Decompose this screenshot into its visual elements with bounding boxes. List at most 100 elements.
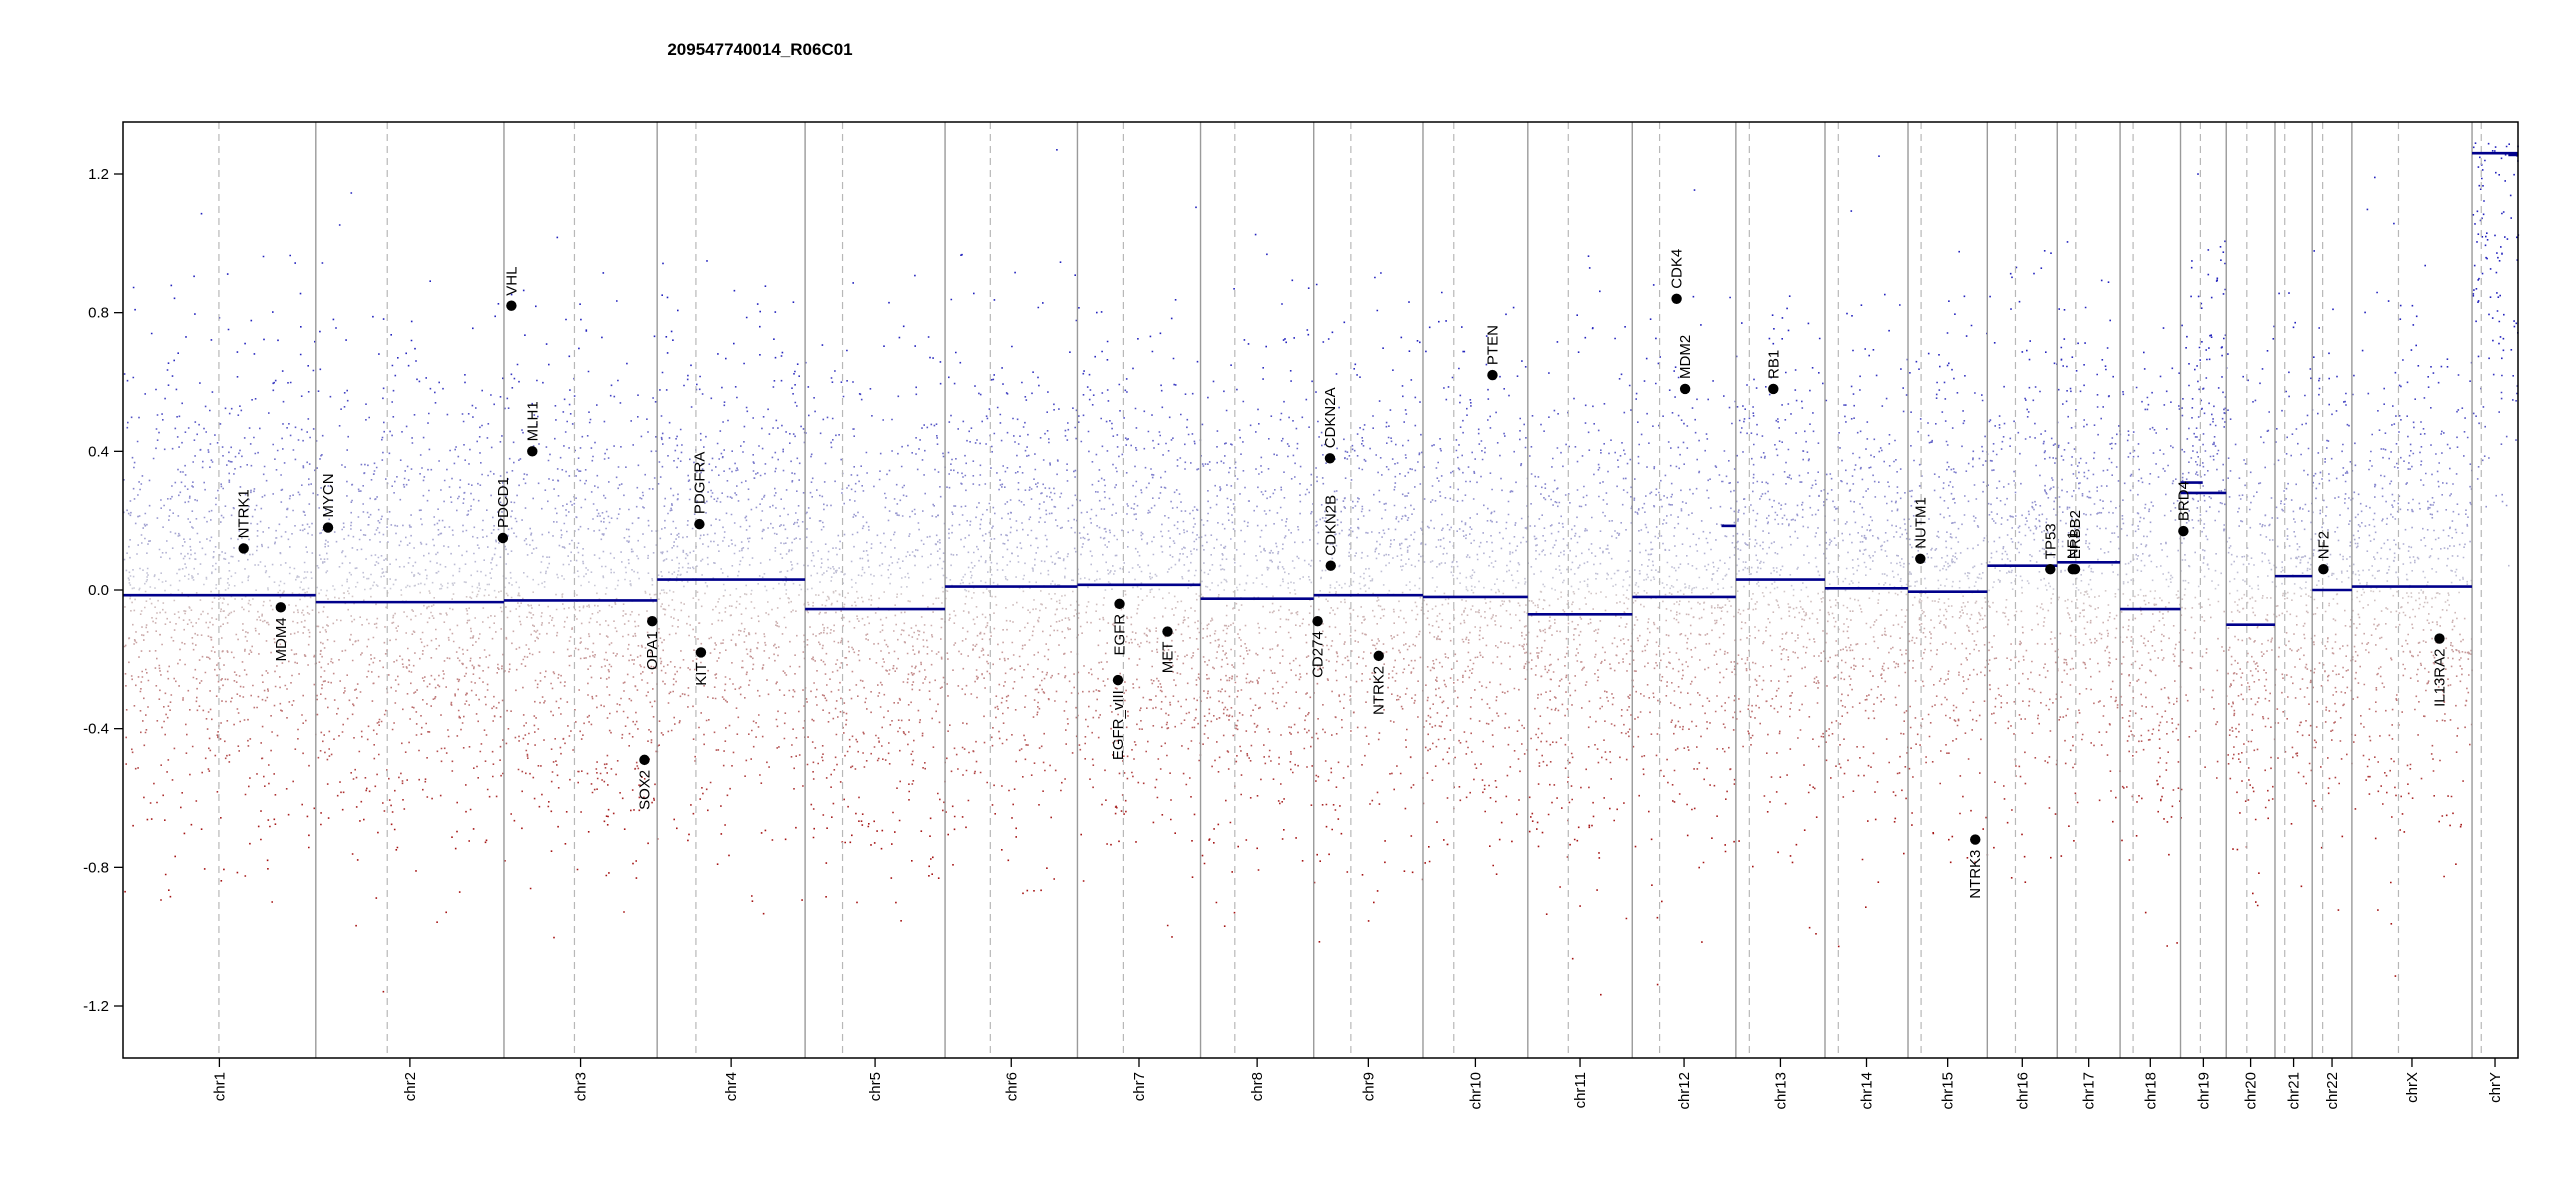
probe-points xyxy=(129,537,2437,541)
probe-points xyxy=(149,585,2454,588)
x-tick-label-chr10: chr10 xyxy=(1467,1072,1484,1110)
probe-points xyxy=(133,466,2451,470)
gene-label-sox2: SOX2 xyxy=(636,770,653,810)
probe-points xyxy=(132,575,2399,578)
probe-points xyxy=(164,589,2423,592)
probe-points xyxy=(205,717,2289,721)
probe-points xyxy=(195,699,2468,703)
probe-points xyxy=(1152,821,2009,824)
probe-points xyxy=(210,536,1940,539)
probe-points xyxy=(254,627,2414,630)
probe-points xyxy=(308,478,2479,480)
gene-markers: NTRK1 MDM4 MYCN PDCD1 VHL MLH1 SOX2 OPA1 PDGFRA K… xyxy=(236,249,2449,899)
gene-point-tp53 xyxy=(2045,564,2056,575)
x-tick-label-chr7: chr7 xyxy=(1131,1072,1148,1101)
probe-points xyxy=(130,674,2458,678)
x-tick-label-chr13: chr13 xyxy=(1772,1072,1789,1110)
probe-points xyxy=(148,479,2440,483)
gene-label-brd4: BRD4 xyxy=(2175,481,2192,521)
gene-label-cd274: CD274 xyxy=(1310,631,1327,678)
probe-points xyxy=(1032,371,2290,374)
probe-points xyxy=(1001,367,2228,370)
probe-points xyxy=(377,519,2454,523)
probe-points xyxy=(500,774,2388,777)
probe-points xyxy=(128,660,2435,664)
probe-points xyxy=(356,682,2429,686)
probe-points xyxy=(209,465,2480,469)
probe-points xyxy=(257,825,2462,829)
probe-points xyxy=(154,621,2430,625)
probe-points xyxy=(153,782,2409,785)
probe-points xyxy=(376,732,2168,736)
probe-points xyxy=(279,702,2345,706)
gene-label-rb1: RB1 xyxy=(1765,350,1782,379)
probe-points xyxy=(518,380,854,383)
probe-points xyxy=(184,555,2459,558)
probe-points xyxy=(431,797,2274,800)
x-tick-label-chr8: chr8 xyxy=(1249,1072,1266,1101)
probe-points xyxy=(207,635,2236,638)
y-tick-label: 0.4 xyxy=(88,443,109,460)
probe-points xyxy=(156,413,2401,417)
probe-points xyxy=(154,666,2382,670)
probe-points xyxy=(167,362,2190,366)
chart-title: 209547740014_R06C01 xyxy=(667,40,853,59)
probe-points xyxy=(243,436,2469,440)
probe-points xyxy=(137,675,2344,679)
probe-points xyxy=(302,752,2433,756)
gene-label-vhl: VHL xyxy=(503,267,520,296)
gene-label-ntrk2: NTRK2 xyxy=(1371,666,1388,715)
y-tick-label: 1.2 xyxy=(88,166,109,183)
probe-points xyxy=(328,755,2376,759)
probe-points xyxy=(128,636,2448,640)
gene-point-kit xyxy=(695,647,707,658)
probe-points xyxy=(209,442,2503,446)
probe-points xyxy=(234,468,2411,471)
probe-points xyxy=(305,546,2465,548)
probe-points xyxy=(133,497,2414,501)
probe-points xyxy=(128,577,2464,581)
x-tick-label-chr9: chr9 xyxy=(1360,1072,1377,1101)
probe-points xyxy=(192,625,2456,628)
gene-point-sox2 xyxy=(639,754,650,766)
gene-label-nf2: NF2 xyxy=(2315,531,2332,559)
probe-points xyxy=(398,776,1914,779)
probe-points xyxy=(135,630,2153,633)
probe-points xyxy=(142,718,2452,722)
probe-points xyxy=(219,737,2394,740)
probe-points xyxy=(260,741,2092,745)
x-tick-label-chr17: chr17 xyxy=(2081,1072,2098,1110)
gene-label-nutm1: NUTM1 xyxy=(1912,497,1929,549)
probe-points xyxy=(194,632,2461,636)
gene-point-brd4 xyxy=(2178,525,2189,537)
probe-points xyxy=(132,623,2438,626)
probe-points xyxy=(143,697,2397,701)
probe-points xyxy=(140,533,2450,537)
gene-point-mycn xyxy=(322,522,334,533)
gene-point-vhl xyxy=(506,300,517,311)
probe-points xyxy=(133,704,2467,707)
probe-points xyxy=(162,794,2449,798)
probe-points xyxy=(249,776,2423,780)
probe-points xyxy=(173,747,2161,750)
probe-points xyxy=(473,667,2463,670)
gene-point-opa1 xyxy=(647,616,658,627)
probe-points xyxy=(141,540,2471,544)
probe-points xyxy=(254,563,2510,567)
probe-points xyxy=(177,352,2330,356)
probe-points xyxy=(137,493,2503,497)
probe-points xyxy=(2344,400,2346,403)
probe-points xyxy=(301,803,1688,807)
probe-points xyxy=(648,488,1558,490)
probe-points xyxy=(635,711,1906,714)
probe-points xyxy=(734,385,2519,389)
probe-points xyxy=(621,797,2414,800)
probe-points xyxy=(208,770,2435,773)
gene-point-cdkn2b xyxy=(1325,560,1336,571)
probe-points xyxy=(521,826,1017,830)
probe-points xyxy=(220,722,2280,725)
probe-points xyxy=(140,681,2429,684)
x-tick-label-chr1: chr1 xyxy=(211,1072,228,1101)
probe-points xyxy=(300,395,2290,398)
x-tick-label-chr14: chr14 xyxy=(1859,1072,1876,1110)
